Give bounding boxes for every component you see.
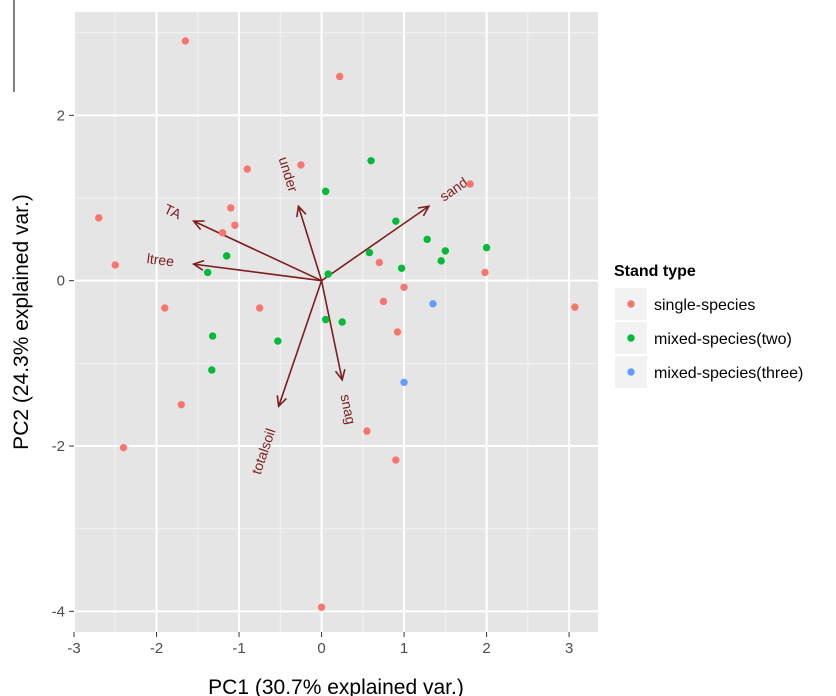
y-tick-label: -2 <box>52 438 65 455</box>
point-mixed-species(two) <box>392 217 400 225</box>
x-tick-label: 3 <box>565 640 573 657</box>
point-mixed-species(two) <box>203 268 212 277</box>
data-points <box>95 37 579 611</box>
x-tick-label: 0 <box>317 640 325 657</box>
x-tick-label: 1 <box>400 640 408 657</box>
vector-line <box>277 280 323 407</box>
vector-line <box>193 263 322 282</box>
point-mixed-species(two) <box>365 248 374 257</box>
point-mixed-species(two) <box>208 332 217 340</box>
point-single-species <box>363 427 371 435</box>
point-mixed-species(two) <box>321 187 330 196</box>
legend-label: mixed-species(three) <box>654 365 803 382</box>
vector-label: TA <box>162 201 185 223</box>
legend-label: mixed-species(two) <box>654 331 792 348</box>
point-mixed-species(two) <box>437 257 445 265</box>
point-single-species <box>393 328 402 336</box>
vector-snag: snag <box>320 280 359 426</box>
vector-TA: TA <box>162 201 322 282</box>
point-single-species <box>466 180 474 188</box>
vector-line <box>320 280 343 381</box>
point-single-species <box>400 283 408 291</box>
point-single-species <box>119 443 128 452</box>
legend-item: mixed-species(two) <box>615 322 792 354</box>
point-single-species <box>297 161 305 169</box>
x-tick-label: -1 <box>232 640 245 657</box>
point-single-species <box>392 456 400 464</box>
point-single-species <box>336 72 344 81</box>
legend-key-point <box>627 334 635 342</box>
point-single-species <box>317 603 326 611</box>
point-single-species <box>177 400 185 409</box>
x-tick-label: 2 <box>482 640 490 657</box>
legend-title: Stand type <box>614 263 696 280</box>
vector-arrowhead <box>276 395 287 409</box>
y-axis-title: PC2 (24.3% explained var.) <box>10 194 33 450</box>
vector-arrowhead <box>191 220 205 231</box>
point-mixed-species(two) <box>367 157 375 165</box>
point-single-species <box>231 221 239 229</box>
point-mixed-species(three) <box>400 378 408 387</box>
point-single-species <box>255 304 264 312</box>
legend-item: single-species <box>615 288 755 320</box>
vector-label: ltree <box>146 250 175 269</box>
y-tick-label: 0 <box>57 273 65 290</box>
point-single-species <box>95 214 103 222</box>
point-mixed-species(two) <box>222 252 231 260</box>
point-single-species <box>375 258 384 267</box>
vector-ltree: ltree <box>146 250 322 282</box>
point-mixed-species(two) <box>324 270 332 278</box>
legend: Stand type single-species mixed-species(t… <box>614 263 803 388</box>
vector-line <box>321 205 430 282</box>
vector-arrowhead <box>191 259 205 271</box>
legend-key-point <box>627 368 635 376</box>
point-mixed-species(two) <box>208 366 216 374</box>
x-axis-ticks: -3 -2 -1 0 1 2 3 <box>67 632 573 657</box>
legend-item: mixed-species(three) <box>615 356 803 388</box>
point-mixed-species(two) <box>274 337 282 345</box>
x-tick-label: -3 <box>67 640 80 657</box>
point-single-species <box>161 304 169 312</box>
x-axis-title: PC1 (30.7% explained var.) <box>208 676 464 696</box>
vector-label: snag <box>337 393 359 426</box>
point-single-species <box>379 297 388 306</box>
point-mixed-species(two) <box>482 243 491 252</box>
legend-key-point <box>627 300 635 308</box>
y-tick-label: -4 <box>52 603 65 620</box>
point-single-species <box>481 268 489 277</box>
legend-label: single-species <box>654 297 755 314</box>
point-single-species <box>571 303 579 311</box>
point-mixed-species(two) <box>423 235 431 244</box>
point-single-species <box>218 229 227 237</box>
point-mixed-species(two) <box>397 264 406 272</box>
point-mixed-species(two) <box>441 247 450 255</box>
y-tick-label: 2 <box>57 107 65 124</box>
legend-items: single-species mixed-species(two) mixed-sp… <box>615 288 803 388</box>
point-single-species <box>227 204 235 212</box>
point-single-species <box>181 37 190 45</box>
x-tick-label: -2 <box>150 640 163 657</box>
point-mixed-species(two) <box>321 315 330 324</box>
vector-line <box>193 220 322 282</box>
point-single-species <box>111 261 119 269</box>
plot-panel <box>74 12 598 632</box>
vector-arrowhead <box>417 205 431 217</box>
point-mixed-species(three) <box>429 300 437 308</box>
point-mixed-species(two) <box>338 318 346 326</box>
point-single-species <box>243 165 251 173</box>
vector-line <box>297 206 323 281</box>
y-axis-ticks: -4 -2 0 2 <box>52 107 74 620</box>
vector-arrowhead <box>296 204 307 218</box>
vector-arrowhead <box>334 369 346 382</box>
